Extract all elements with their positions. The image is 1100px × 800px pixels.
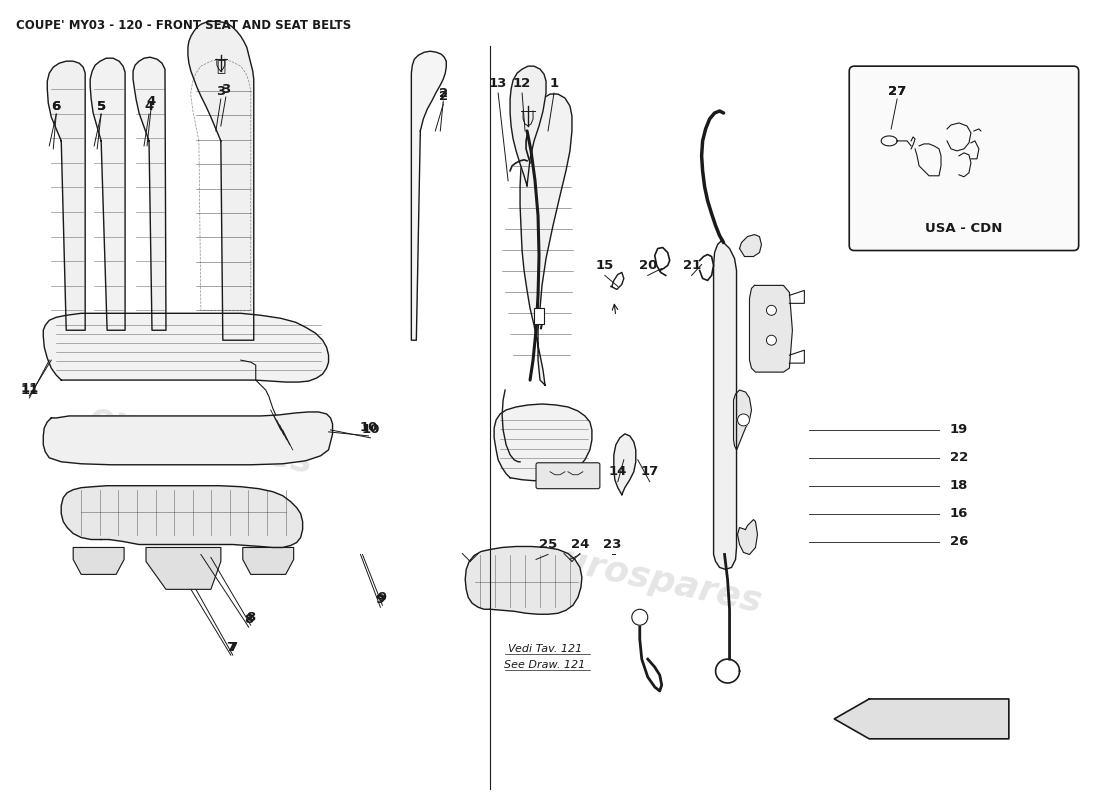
Polygon shape [146,547,221,590]
Text: COUPE' MY03 - 120 - FRONT SEAT AND SEAT BELTS: COUPE' MY03 - 120 - FRONT SEAT AND SEAT … [16,19,352,32]
Polygon shape [47,61,85,330]
Polygon shape [510,66,546,186]
Text: 26: 26 [949,535,968,548]
Circle shape [631,610,648,626]
Text: See Draw. 121: See Draw. 121 [505,660,585,670]
Polygon shape [43,412,332,465]
Polygon shape [90,58,125,330]
Text: 19: 19 [949,423,968,436]
Polygon shape [714,241,737,570]
Polygon shape [243,547,294,574]
Polygon shape [734,390,751,450]
Text: eurospares: eurospares [535,539,766,620]
Text: 20: 20 [639,259,657,272]
Text: 6: 6 [52,99,60,113]
Polygon shape [411,51,447,340]
Polygon shape [494,404,592,481]
Text: 18: 18 [949,479,968,492]
Text: 5: 5 [97,99,106,113]
FancyBboxPatch shape [536,462,600,489]
Text: 17: 17 [640,466,659,478]
Text: 11: 11 [20,383,38,397]
Circle shape [737,414,749,426]
Text: 24: 24 [571,538,590,551]
Polygon shape [62,486,303,547]
Text: 10: 10 [360,422,377,434]
Text: 2: 2 [439,86,448,99]
Text: 15: 15 [596,259,614,272]
Text: 10: 10 [361,423,379,436]
Text: 27: 27 [888,85,906,98]
Text: 21: 21 [682,259,701,272]
Text: 27: 27 [888,85,906,98]
FancyBboxPatch shape [849,66,1079,250]
Text: eurospares: eurospares [86,399,316,480]
Text: 11: 11 [20,382,38,394]
Text: 23: 23 [603,538,622,551]
Polygon shape [188,22,254,340]
Text: Vedi Tav. 121: Vedi Tav. 121 [508,644,582,654]
Polygon shape [465,546,582,614]
Polygon shape [614,434,636,494]
Text: USA - CDN: USA - CDN [925,222,1002,235]
Text: 25: 25 [539,538,557,551]
Text: 𝔐: 𝔐 [217,58,226,74]
Text: 6: 6 [52,99,60,113]
Polygon shape [834,699,1009,739]
Polygon shape [133,57,166,330]
Text: 8: 8 [246,610,255,624]
Text: 16: 16 [949,507,968,520]
Text: 1: 1 [549,77,559,90]
Polygon shape [43,314,329,382]
Polygon shape [739,234,761,257]
Text: 5: 5 [97,99,106,113]
Polygon shape [74,547,124,574]
Text: 7: 7 [227,641,235,654]
Circle shape [767,306,777,315]
Polygon shape [749,286,792,372]
Text: 8: 8 [244,613,253,626]
Text: 4: 4 [144,99,154,113]
Text: 3: 3 [217,85,226,98]
Text: 7: 7 [228,641,238,654]
Bar [534,308,544,324]
Text: 9: 9 [376,593,385,606]
Circle shape [767,335,777,345]
Text: 22: 22 [949,451,968,464]
Text: 3: 3 [221,82,230,95]
Text: 12: 12 [513,77,531,90]
Text: 2: 2 [439,90,448,102]
Text: 9: 9 [378,591,387,604]
Text: 13: 13 [488,77,507,90]
Text: 4: 4 [146,94,155,107]
Text: 14: 14 [608,466,627,478]
Polygon shape [737,519,758,554]
Polygon shape [520,94,572,385]
